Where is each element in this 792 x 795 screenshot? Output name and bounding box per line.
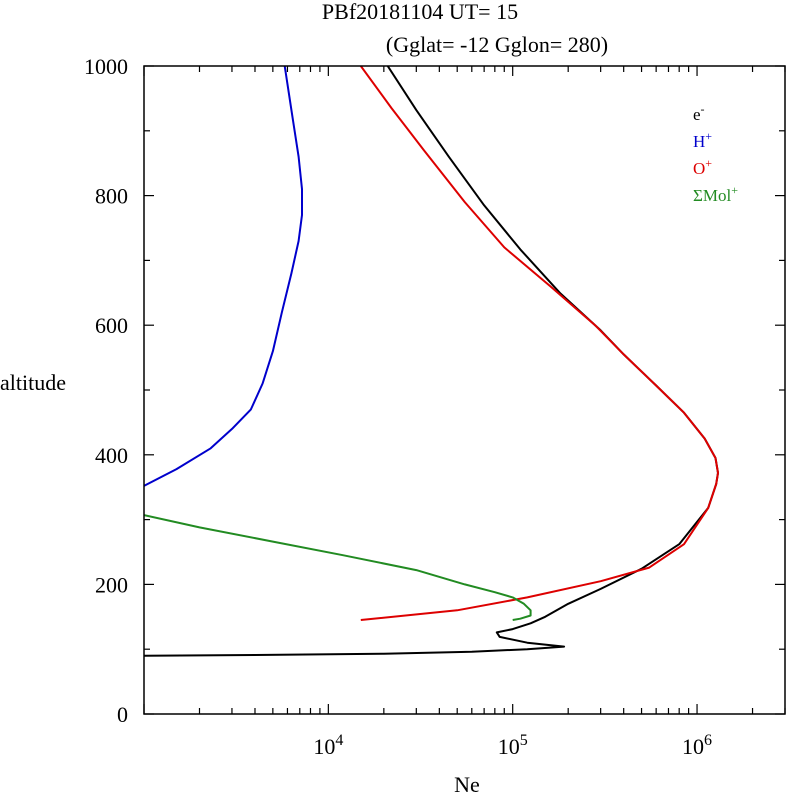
series-line-0 bbox=[144, 66, 719, 657]
x-axis: 104 105 106 bbox=[143, 66, 786, 759]
y-tick-label: 1000 bbox=[84, 54, 128, 79]
y-tick-label: 400 bbox=[95, 443, 128, 468]
legend-item-3: ΣMol+ bbox=[693, 183, 738, 205]
x-tick-label: 105 bbox=[498, 732, 528, 759]
series-layer bbox=[144, 66, 719, 657]
legend-item-2: O+ bbox=[693, 156, 712, 178]
y-tick-label: 600 bbox=[95, 313, 128, 338]
series-line-2 bbox=[359, 66, 719, 621]
x-tick-label: 104 bbox=[313, 732, 343, 759]
series-line-1 bbox=[144, 66, 303, 487]
x-axis-label: Ne bbox=[454, 772, 480, 795]
y-tick-label: 200 bbox=[95, 572, 128, 597]
plot-frame bbox=[143, 65, 786, 715]
chart-title-line2: (Gglat= -12 Gglon= 280) bbox=[386, 32, 608, 57]
series-line-3 bbox=[144, 514, 532, 621]
chart-title-line1: PBf20181104 UT= 15 bbox=[322, 0, 518, 24]
legend-item-0: e- bbox=[693, 102, 705, 124]
y-tick-label: 800 bbox=[95, 184, 128, 209]
legend: e- H+ O+ ΣMol+ bbox=[693, 102, 738, 205]
y-axis: 0 200 400 600 800 1000 bbox=[84, 54, 785, 727]
y-axis-label: altitude bbox=[0, 370, 66, 395]
y-tick-label: 0 bbox=[117, 702, 128, 727]
x-tick-label: 106 bbox=[682, 732, 712, 759]
legend-item-1: H+ bbox=[693, 129, 712, 151]
